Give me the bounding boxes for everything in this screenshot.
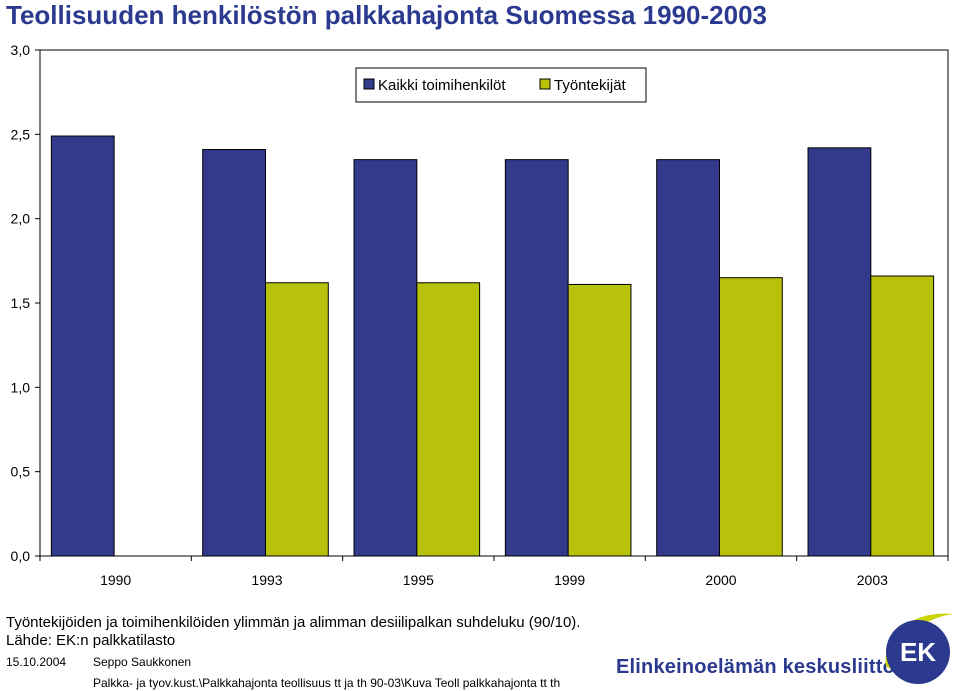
x-tick-label: 2003 [857,572,888,588]
x-axis: 1990 1993 1995 1999 2000 2003 [39,556,949,588]
bar-tyontekijat-2003 [870,275,935,557]
y-tick-label: 2,5 [11,126,31,142]
caption-description: Työntekijöiden ja toimihenkilöiden ylimm… [6,614,581,631]
bar-toimihenkilot-1993 [202,149,266,557]
x-tick-label: 1999 [554,572,585,588]
bar-chart: 0,0 0,5 1,0 1,5 2,0 2,5 3,0 1990 1993 1995 1999 20… [11,42,949,588]
brand-name: Elinkeinoelämän keskusliitto [616,656,896,678]
bar-toimihenkilot-2000 [656,159,720,557]
x-tick-label: 1995 [403,572,434,588]
legend: Kaikki toimihenkilöt Työntekijät [355,67,647,103]
footer-file-path: Palkka- ja tyov.kust.\Palkkahajonta teol… [93,676,561,690]
bar-toimihenkilot-2003 [807,147,872,557]
bars-group [50,135,935,557]
chart-title: Teollisuuden henkilöstön palkkahajonta S… [6,0,767,30]
logo-disc [886,620,950,684]
x-tick-label: 1993 [251,572,282,588]
footer-date: 15.10.2004 [6,655,67,669]
footer-author: Seppo Saukkonen [93,655,192,669]
y-tick-label: 1,0 [11,379,31,395]
y-tick-label: 0,5 [11,464,31,480]
legend-swatch [363,78,375,90]
ek-logo: EK [885,613,954,684]
bar-tyontekijat-1999 [567,283,632,557]
x-tick-label: 1990 [100,572,131,588]
x-tick-label: 2000 [705,572,736,588]
y-tick-label: 0,0 [11,548,31,564]
caption-source: Lähde: EK:n palkkatilasto [6,632,176,649]
y-axis: 0,0 0,5 1,0 1,5 2,0 2,5 3,0 [11,42,40,564]
bar-toimihenkilot-1999 [504,159,569,557]
y-tick-label: 3,0 [11,42,31,58]
y-tick-label: 1,5 [11,295,31,311]
bar-toimihenkilot-1995 [353,159,418,557]
bar-tyontekijat-1995 [416,282,481,557]
y-tick-label: 2,0 [11,211,31,227]
bar-tyontekijat-1993 [264,282,329,557]
plot-area [39,49,949,557]
logo-text: EK [900,637,936,667]
legend-box [355,67,647,103]
bar-tyontekijat-2000 [718,277,783,557]
legend-label: Työntekijät [554,77,627,94]
bar-toimihenkilot-1990 [50,135,115,557]
legend-label: Kaikki toimihenkilöt [378,77,506,94]
legend-swatch [539,78,551,90]
